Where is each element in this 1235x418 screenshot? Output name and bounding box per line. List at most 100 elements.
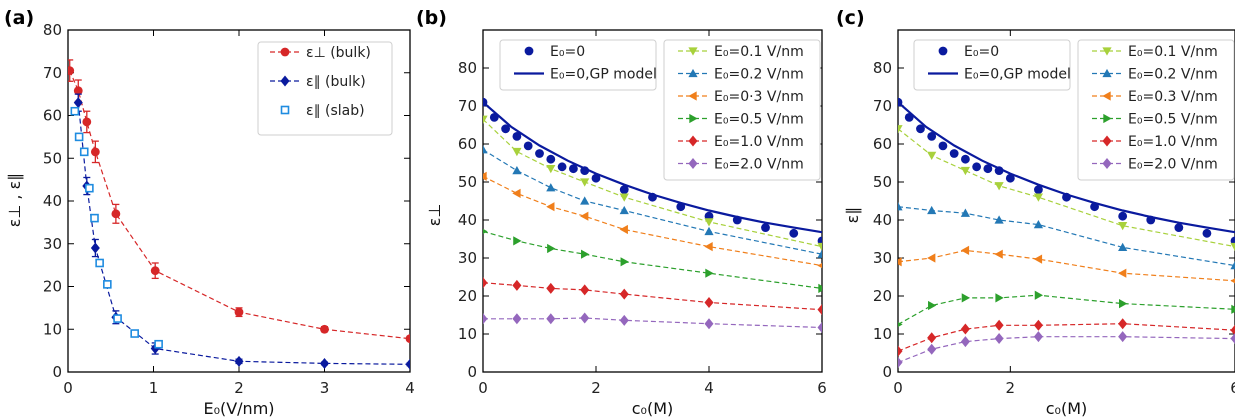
data-point [111,209,121,219]
series-3 [898,125,1235,252]
data-point [90,213,99,223]
plot-area [483,97,822,334]
legend-marker [1102,91,1111,101]
x-tick-label: 4 [405,379,415,397]
data-point [580,284,590,296]
data-point [972,162,982,172]
panel-3: 0 10 20 30 40 50 60 70 80 0 2 6 c₀(M) ε∥ (c) E₀=0 E₀=0,G… [836,7,1235,418]
data-point [82,117,92,127]
data-point [916,124,925,134]
legend-marker [524,46,534,56]
data-point [73,86,83,96]
data-point [960,336,970,348]
data-point [961,293,970,303]
panel-label: (a) [4,7,34,29]
data-point [817,263,822,269]
legend-entry: E₀=0,GP model [928,67,1071,83]
data-point [818,283,822,293]
legend-label: E₀=0.5 V/nm [1128,112,1218,128]
legend-label: E₀=0,GP model [550,67,657,83]
legend-label: E₀=0 [964,44,999,60]
data-point [581,249,590,259]
y-tick-label: 70 [43,64,62,82]
data-point [1230,242,1235,252]
data-point [483,228,488,234]
y-tick-label: 40 [43,192,62,210]
data-point [70,106,80,116]
series-7 [483,277,822,316]
data-point [704,242,713,252]
y-tick-label: 60 [458,135,477,153]
legend-box [663,39,821,181]
series-8 [483,312,822,334]
data-point [994,215,1004,224]
legend: E₀=0 E₀=0,GP model E₀=0.1 V/nm E₀=0.2 V/nm E… [913,39,1235,181]
data-point [523,141,533,151]
legend-label: E₀=0.2 V/nm [714,67,804,83]
x-tick-label: 0 [478,379,488,397]
series-line [898,336,1235,364]
data-point [620,257,629,267]
legend-label: E₀=0.2 V/nm [1128,67,1218,83]
data-point [405,358,410,370]
series-8 [898,331,1235,368]
y-tick-label: 80 [873,59,892,77]
x-axis-label: c₀(M) [1046,399,1088,418]
data-point [761,223,770,233]
data-point [1118,242,1128,252]
series-6 [898,290,1235,328]
y-tick-label: 30 [458,249,477,267]
data-point [580,196,590,205]
legend-label: E₀=0,GP model [964,67,1071,83]
series-6 [483,228,822,293]
data-point [1118,318,1128,330]
data-point [898,345,903,357]
data-point [1118,268,1127,278]
legend-marker [1102,47,1112,56]
legend-label: E₀=0.3 V/nm [1128,89,1218,105]
y-tick-label: 50 [458,173,477,191]
legend-box [257,41,393,136]
data-point [960,208,970,217]
data-point [483,171,487,181]
data-point [1034,185,1043,195]
data-point [1231,304,1235,314]
data-point [949,149,959,158]
legend-entry: E₀=0.5 V/nm [678,112,804,128]
data-point [898,357,903,368]
data-point [1230,261,1235,270]
series-line [898,249,1235,282]
legend-label: E₀=1.0 V/nm [1128,134,1218,150]
data-point [546,202,555,212]
data-point [898,125,903,134]
data-point [234,307,244,317]
legend-label: ε⊥ (bulk) [306,45,371,61]
x-tick-label: 6 [1230,379,1235,397]
data-point [569,164,578,174]
data-point [512,132,522,141]
data-point [580,211,589,221]
data-point [1033,331,1043,343]
data-point [513,236,522,246]
series-line [483,317,822,329]
data-point [512,166,522,175]
data-point [512,313,522,325]
y-axis-label: ε⊥ [425,204,444,227]
data-point [960,245,970,255]
series-4 [898,202,1235,270]
data-point [994,249,1003,259]
data-point [619,193,629,202]
x-tick-label: 3 [320,379,330,397]
y-tick-label: 20 [873,287,892,305]
y-tick-label: 70 [873,97,892,115]
data-point [234,355,244,367]
y-tick-label: 10 [43,320,62,338]
legend-entry: E₀=2.0 V/nm [678,157,804,173]
data-point [1174,223,1184,233]
data-point [512,147,522,157]
y-tick-label: 80 [458,59,477,77]
series-3 [70,106,163,349]
data-point [995,293,1004,303]
data-point [1202,228,1212,238]
